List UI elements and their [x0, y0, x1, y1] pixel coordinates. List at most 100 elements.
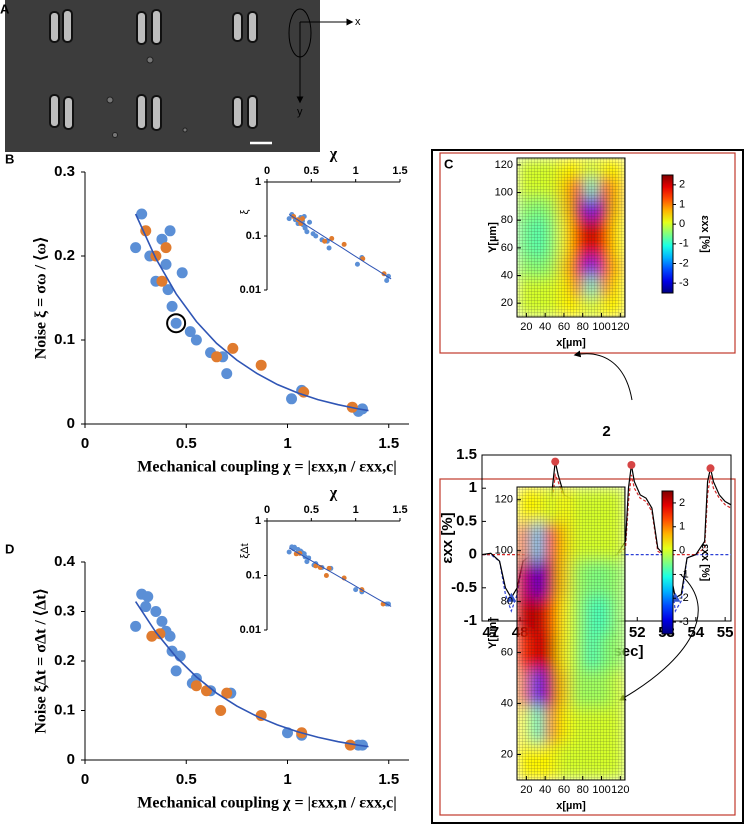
colorbar [661, 490, 674, 635]
x-tick-label: 0.5 [304, 165, 319, 177]
data-point [140, 601, 152, 613]
data-point [162, 284, 174, 296]
colorbar-tick-label: 2 [679, 497, 685, 509]
inset-y-label: ξ [239, 209, 251, 214]
data-point [170, 665, 182, 677]
y-tick-label: 0.01 [240, 284, 261, 296]
colorbar-tick-label: 1 [679, 198, 685, 210]
marker [627, 460, 636, 469]
y-tick-label: 20 [501, 748, 513, 760]
x-tick-label: 20 [520, 321, 532, 333]
x-tick-label: 47 [482, 624, 499, 641]
colorbar-tick-label: -3 [679, 277, 689, 289]
data-point [164, 225, 176, 237]
x-tick-label: 55 [717, 624, 734, 641]
y-axis-label: εxx [%] [439, 512, 456, 563]
data-point [166, 300, 178, 312]
y-tick-label: 1 [469, 479, 477, 496]
inset-y-label: ξΔt [239, 543, 251, 558]
highlight-ring [166, 313, 187, 334]
y-tick-label: 60 [501, 647, 513, 659]
colorbar-label: εxx [%] [699, 215, 711, 253]
inset-frame [439, 152, 736, 354]
data-point [307, 219, 313, 225]
data-point [286, 549, 292, 555]
micrograph [5, 0, 320, 152]
colorbar-tick-label: -1 [679, 238, 689, 250]
y-tick-label: 0.1 [246, 230, 261, 242]
y-axis-label: Y[µm] [487, 618, 499, 649]
data-point [156, 233, 168, 245]
mesh [517, 158, 625, 317]
y-tick-label: -1 [464, 612, 477, 629]
callout-arrow [573, 350, 633, 401]
x-tick-label: 120 [611, 321, 629, 333]
plot-frame [516, 486, 626, 781]
y-tick-label: 120 [495, 159, 513, 171]
y-axis-label: Y[µm] [487, 222, 499, 253]
x-tick-label: 20 [520, 784, 532, 796]
data-point [156, 275, 168, 287]
y-tick-label: 60 [501, 242, 513, 254]
x-tick-label: 60 [558, 784, 570, 796]
data-point [190, 334, 202, 346]
x-tick-label: 1.5 [392, 165, 407, 177]
colorbar-tick-label: -1 [679, 568, 689, 580]
fit-line [288, 214, 392, 280]
data-point [286, 393, 298, 405]
inset-frame [439, 478, 736, 816]
data-point [184, 326, 196, 338]
x-tick-label: 1 [283, 771, 291, 788]
axis-name: y [297, 106, 303, 118]
x-tick-label: 1 [353, 504, 359, 516]
y-tick-label: 0.1 [54, 331, 75, 348]
x-axis-label: x[µm] [556, 800, 586, 812]
x-tick-label: 0.5 [176, 435, 197, 452]
x-tick-label: 1.5 [392, 504, 407, 516]
marker [506, 592, 517, 602]
y-tick-label: 0.01 [240, 624, 261, 636]
data-point [170, 317, 182, 329]
data-point [255, 709, 267, 721]
y-tick-label: 0 [67, 415, 75, 432]
data-point [136, 208, 148, 220]
colorbar-tick-label: 1 [679, 521, 685, 533]
data-point [306, 555, 312, 561]
y-tick-label: 0.5 [456, 512, 477, 529]
plot-frame [516, 157, 626, 318]
mesh [517, 487, 625, 780]
data-point [154, 628, 166, 640]
x-tick-label: 0 [81, 771, 89, 788]
annotation: 2 [602, 423, 610, 440]
data-point [341, 241, 347, 247]
data-point [353, 587, 359, 593]
colorbar-tick-label: -3 [679, 616, 689, 628]
colorbar-tick-label: 0 [679, 544, 685, 556]
y-tick-label: 0.1 [54, 701, 75, 718]
data-point [354, 261, 360, 267]
y-tick-label: 0 [67, 751, 75, 768]
data-point [304, 229, 310, 235]
data-point [142, 591, 154, 603]
y-tick-label: 0.3 [54, 602, 75, 619]
x-tick-label: 1 [283, 435, 291, 452]
axis-name: x [355, 16, 361, 28]
data-point [201, 685, 212, 697]
inset-x-label: χ [329, 146, 338, 163]
data-point [140, 225, 152, 237]
x-tick-label: 1.5 [378, 435, 399, 452]
y-tick-label: 100 [495, 545, 513, 557]
data-point [221, 368, 233, 380]
data-point [156, 615, 168, 627]
panel-label: C [444, 156, 454, 171]
data-point [176, 267, 188, 279]
x-tick-label: 0.5 [176, 771, 197, 788]
x-axis-label: Mechanical coupling χ = |εxx,n / εxx,c| [137, 795, 396, 812]
data-point [385, 273, 391, 279]
callout-arrow [618, 574, 699, 701]
data-point [313, 233, 319, 239]
x-axis-label: x[µm] [556, 337, 586, 349]
fit-line [134, 601, 369, 748]
fit-line [134, 213, 369, 412]
